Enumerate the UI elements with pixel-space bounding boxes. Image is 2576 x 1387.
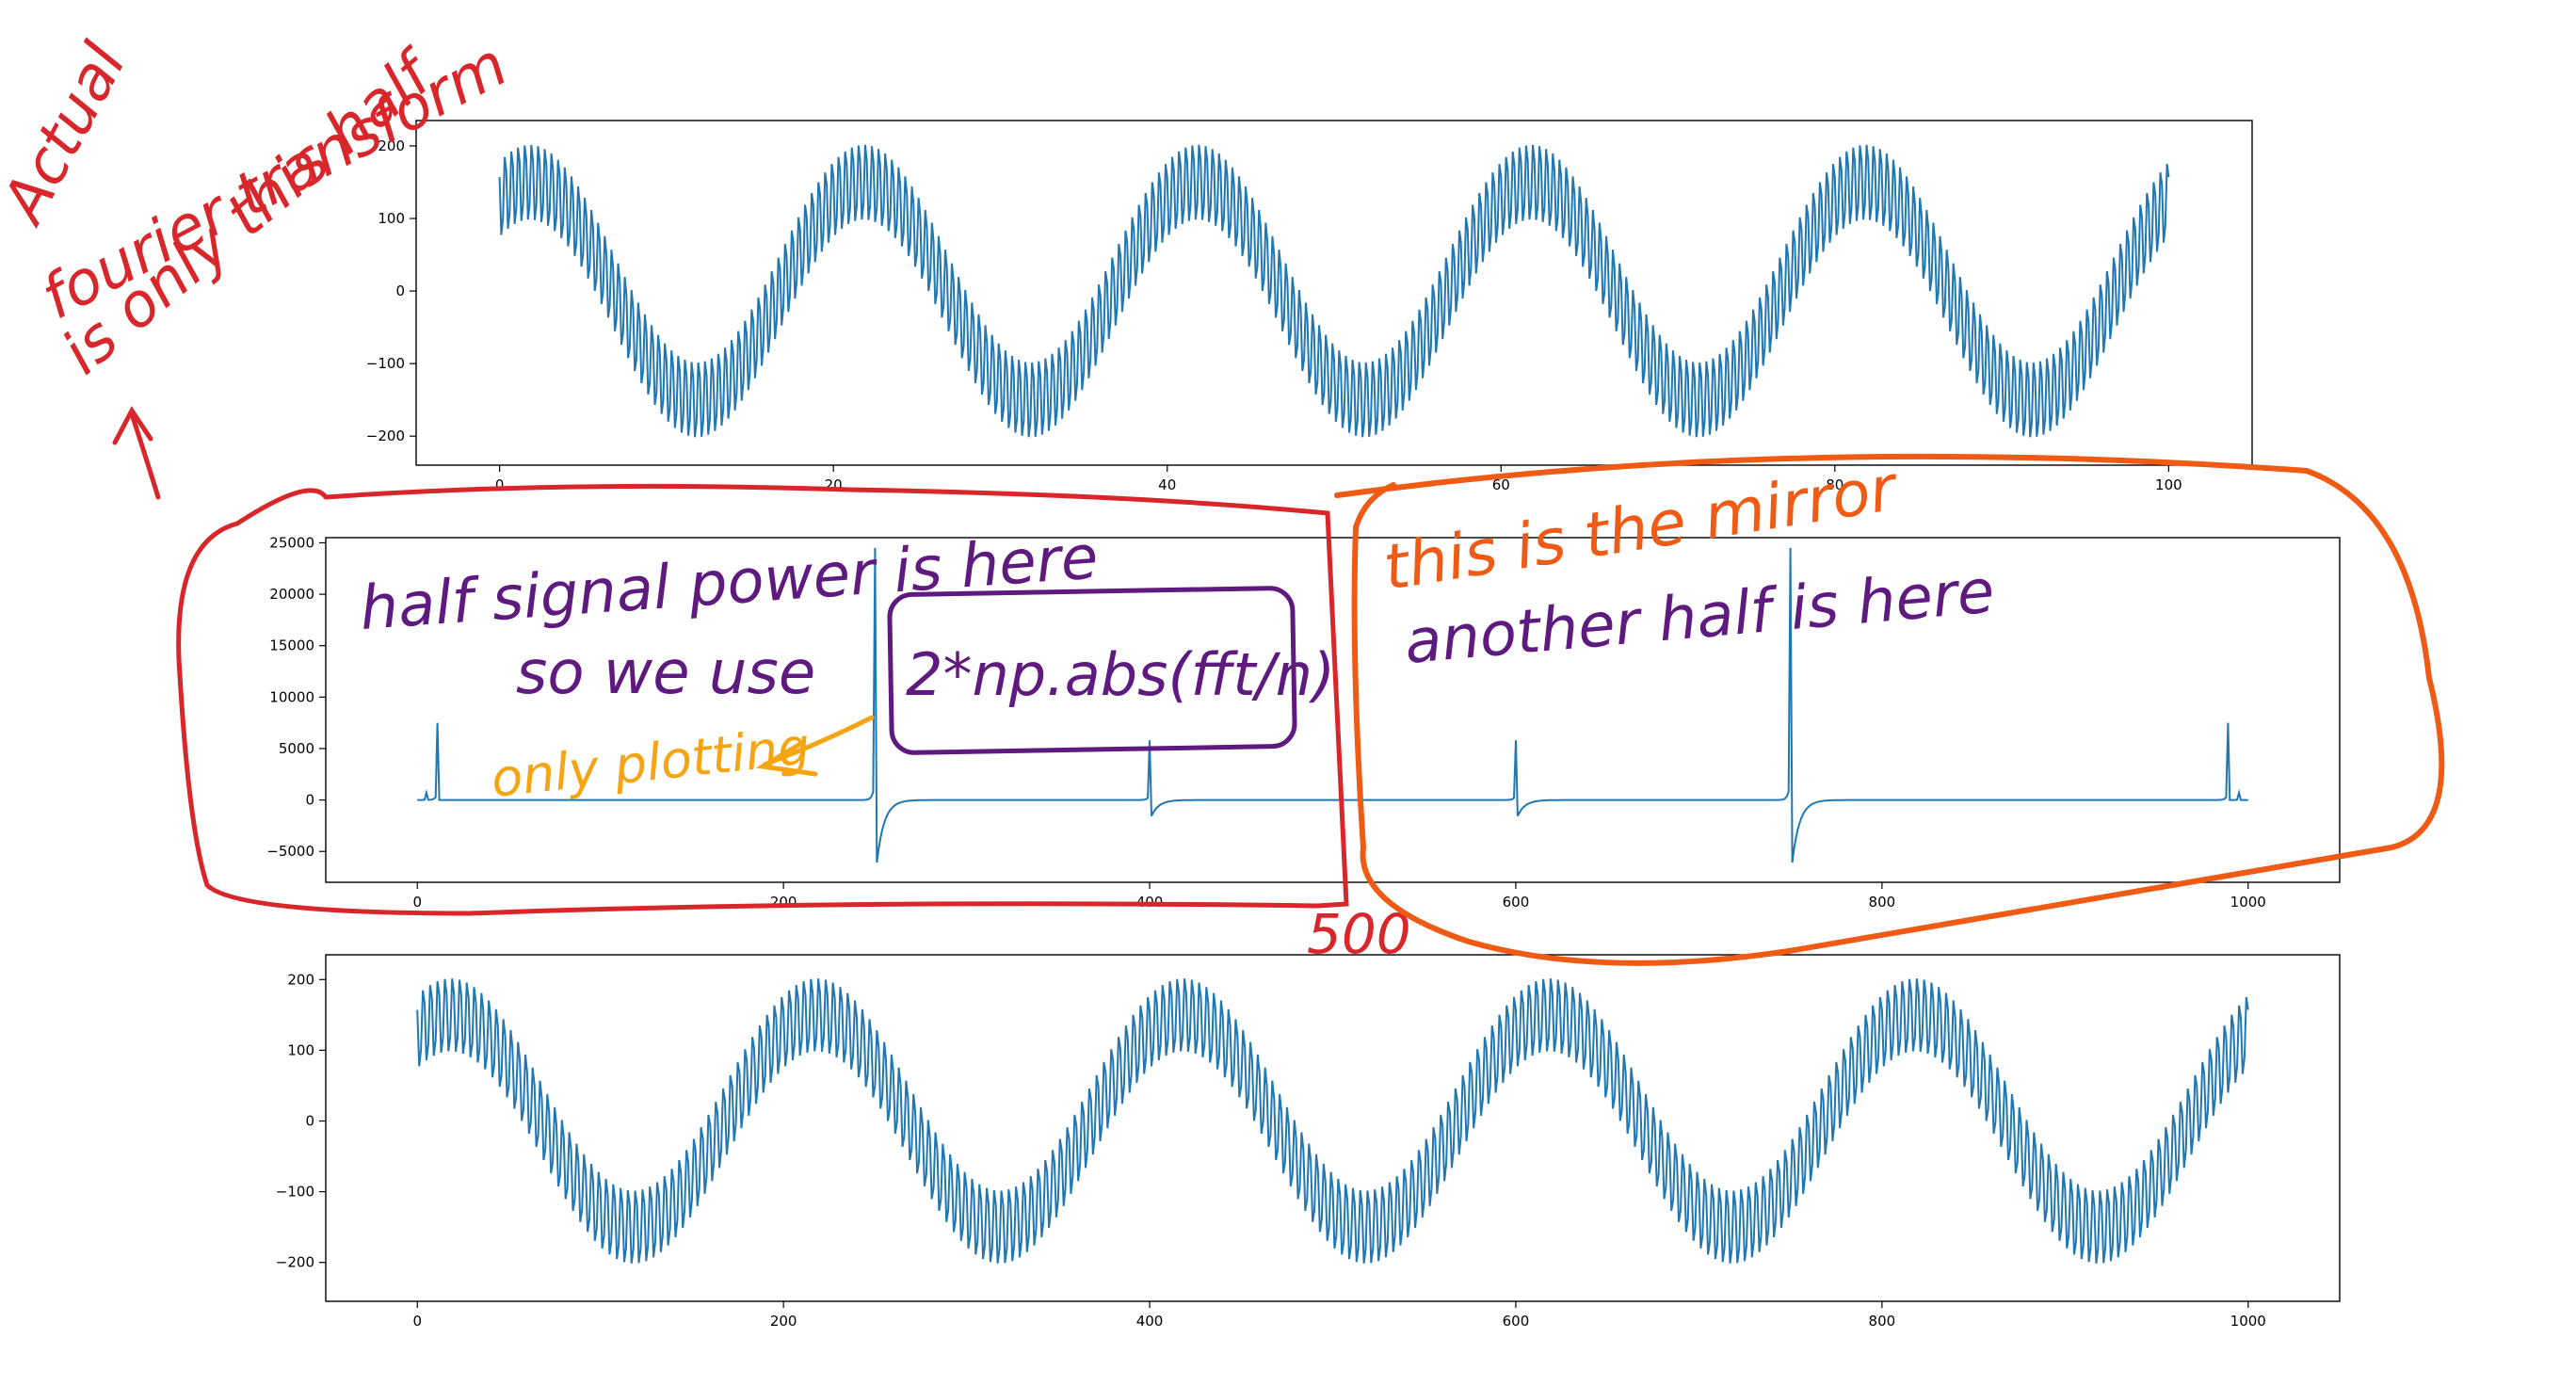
series-line-1-0 bbox=[417, 547, 2248, 863]
left-note-line-1: Actual bbox=[0, 33, 140, 236]
axes-frame-bottom bbox=[325, 954, 2341, 1302]
y-tick-label: 100 bbox=[287, 1041, 314, 1058]
y-tick-label: 200 bbox=[287, 971, 314, 988]
y-tick-label: 100 bbox=[378, 210, 405, 227]
y-tick-label: −100 bbox=[366, 355, 405, 372]
y-tick-label: 20000 bbox=[269, 586, 314, 603]
left-arrow-icon bbox=[755, 715, 875, 777]
y-tick-label: 15000 bbox=[269, 637, 314, 654]
reconstructed-signal-panel-bottom: −200 −100 0 100 200 0 200 400 600 800 1000 bbox=[276, 954, 2341, 1330]
right-half-loop bbox=[1334, 453, 2445, 966]
y-tick-label: 0 bbox=[305, 1112, 314, 1129]
y-tick-label: 25000 bbox=[269, 534, 314, 551]
formula-box bbox=[887, 586, 1297, 755]
y-tick-label: 200 bbox=[378, 137, 405, 154]
x-tick-label: 1000 bbox=[2230, 894, 2266, 911]
x-tick-label: 400 bbox=[1136, 1313, 1164, 1330]
axes-frame-top bbox=[415, 120, 2253, 466]
x-tick-label: 40 bbox=[1158, 476, 1176, 493]
x-tick-label: 200 bbox=[770, 894, 797, 911]
y-tick-label: −200 bbox=[366, 427, 405, 444]
x-tick-label: 800 bbox=[1869, 894, 1896, 911]
orange-annotation-group: this is the mirror bbox=[1334, 451, 2445, 966]
x-tick-label: 200 bbox=[770, 1313, 797, 1330]
y-tick-label: 0 bbox=[305, 792, 314, 809]
y-tick-label: −200 bbox=[276, 1254, 314, 1271]
series-line-0-0 bbox=[498, 144, 2170, 438]
up-arrow-icon bbox=[112, 406, 161, 500]
x-tick-label: 800 bbox=[1869, 1313, 1896, 1330]
y-tick-label: 0 bbox=[395, 282, 405, 299]
x-tick-label: 60 bbox=[1492, 476, 1510, 493]
left-half-loop bbox=[176, 483, 1349, 916]
x-tick-label: 100 bbox=[2155, 476, 2182, 493]
x-tick-label: 600 bbox=[1503, 1313, 1530, 1330]
y-tick-label: 10000 bbox=[269, 688, 314, 705]
midpoint-label: 500 bbox=[1307, 902, 1411, 966]
y-tick-label: −100 bbox=[276, 1184, 314, 1201]
x-tick-label: 1000 bbox=[2230, 1313, 2266, 1330]
x-tick-label: 0 bbox=[412, 1313, 422, 1330]
formula-note: 2*np.abs(fft/n) bbox=[906, 640, 1335, 709]
x-tick-label: 600 bbox=[1503, 894, 1530, 911]
axes-frame-middle bbox=[325, 537, 2341, 883]
x-tick-label: 0 bbox=[412, 894, 422, 911]
purple-annotation-group: half signal power is here so we use 2*np… bbox=[358, 523, 1997, 755]
x-tick-label: 80 bbox=[1826, 476, 1843, 493]
y-tick-label: −5000 bbox=[266, 843, 314, 860]
half-power-note: half signal power is here bbox=[358, 523, 1101, 644]
y-tick-label: 5000 bbox=[279, 740, 314, 757]
x-tick-label: 0 bbox=[495, 476, 505, 493]
series-line-2-0 bbox=[416, 978, 2249, 1264]
red-annotation-group: Actual fourier transform is only this ha… bbox=[0, 30, 1411, 966]
yellow-annotation-group: only plotting bbox=[489, 715, 875, 809]
so-we-use-note: so we use bbox=[516, 638, 815, 708]
